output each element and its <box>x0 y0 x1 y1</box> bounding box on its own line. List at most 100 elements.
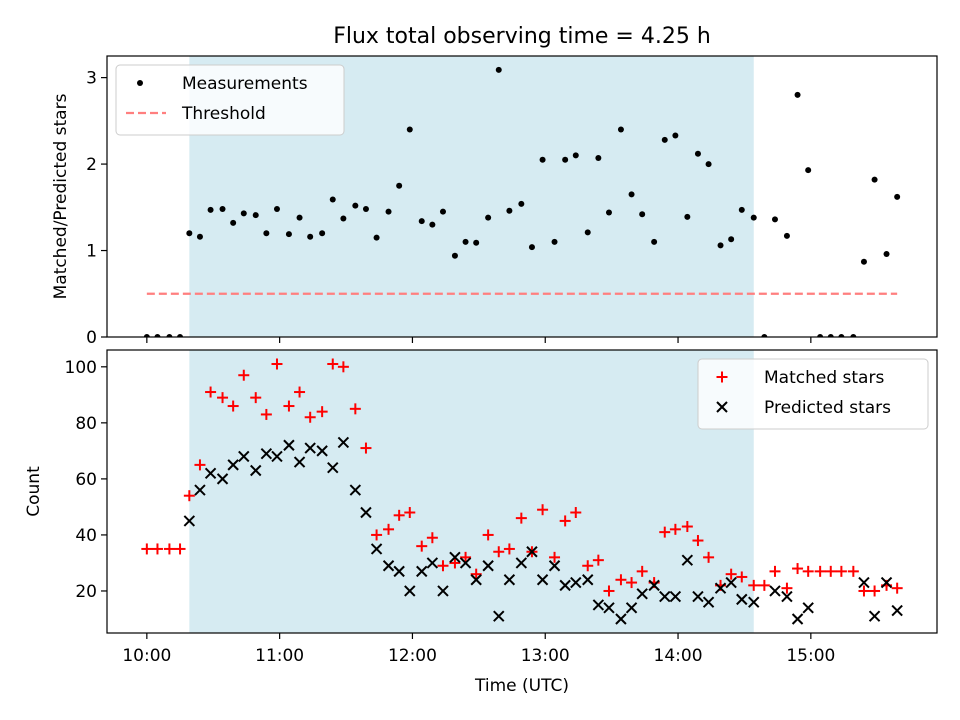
ratio-axes-frame <box>106 55 938 338</box>
measurement-point <box>761 334 768 337</box>
x-tick-label: 13:00 <box>521 646 570 666</box>
count-plot-area <box>141 358 903 625</box>
matched-star-point <box>503 543 515 555</box>
matched-star-point <box>238 369 250 381</box>
measurement-point <box>329 196 336 203</box>
predicted-star-point <box>769 585 781 597</box>
predicted-star-point <box>603 602 615 614</box>
matched-star-point <box>470 568 482 580</box>
matched-star-point <box>681 521 693 533</box>
matched-star-point <box>337 361 349 373</box>
measurement-point <box>562 156 569 163</box>
y-tick-label: 60 <box>75 470 97 490</box>
predicted-star-point <box>725 576 737 589</box>
measurement-point <box>595 155 602 162</box>
measurement-point <box>296 214 303 221</box>
matched-star-point <box>250 392 262 404</box>
measurement-point <box>406 126 413 133</box>
matched-star-point <box>769 565 781 577</box>
matched-star-point <box>537 504 549 516</box>
y-tick-label: 0 <box>86 328 97 348</box>
matched-star-point <box>174 543 186 555</box>
matched-star-point <box>493 546 505 558</box>
matched-star-point <box>482 529 494 541</box>
ratio-panel: 0 1 2 3 Matched/Predicted stars Measurements T… <box>51 55 938 348</box>
measurement-point <box>362 206 369 213</box>
matched-star-point <box>327 358 339 370</box>
predicted-star-point <box>283 439 295 451</box>
measurement-point <box>263 230 270 237</box>
measurement-point <box>817 334 824 337</box>
measurement-point <box>705 161 712 168</box>
legend-x-marker <box>716 401 728 413</box>
legend-dot-marker <box>137 80 143 86</box>
measurement-point <box>396 182 403 189</box>
predicted-star-point <box>503 574 516 586</box>
measurement-point <box>672 132 679 139</box>
measurement-point <box>340 215 347 222</box>
measurement-point <box>617 126 624 133</box>
measurement-point <box>827 334 834 337</box>
observing-window-shade <box>189 350 754 633</box>
measurement-point <box>230 219 237 226</box>
matched-star-point <box>603 585 615 597</box>
y-tick-label: 80 <box>75 414 97 434</box>
predicted-star-point <box>337 436 350 449</box>
matched-star-point <box>141 543 153 555</box>
predicted-star-point <box>393 565 405 578</box>
measurement-point <box>871 176 878 183</box>
predicted-star-point <box>404 585 416 597</box>
predicted-star-point <box>659 590 671 603</box>
predicted-star-point <box>702 596 715 608</box>
measurement-point <box>750 214 757 221</box>
measurement-point <box>485 214 492 221</box>
matched-star-point <box>460 551 472 563</box>
measurement-point <box>186 230 193 237</box>
predicted-star-point <box>536 574 549 586</box>
matched-star-point <box>515 512 527 524</box>
measurement-point <box>783 232 790 239</box>
measurement-point <box>684 213 691 220</box>
matched-star-point <box>748 579 760 591</box>
predicted-star-point <box>449 551 461 564</box>
matched-star-point <box>151 543 163 555</box>
legend-label: Predicted stars <box>764 398 891 418</box>
matched-star-point <box>858 585 870 597</box>
measurement-point <box>240 210 247 217</box>
matched-star-point <box>360 442 372 454</box>
matched-star-point <box>304 411 316 423</box>
matched-star-point <box>825 565 837 577</box>
y-tick-label: 2 <box>86 155 97 175</box>
predicted-star-point <box>748 596 760 608</box>
matched-star-point <box>891 582 903 594</box>
measurement-point <box>143 334 150 337</box>
matched-star-point <box>781 582 793 594</box>
predicted-star-point <box>493 610 505 622</box>
measurement-point <box>661 136 668 143</box>
measurement-point <box>307 233 314 240</box>
matched-star-point <box>792 563 804 575</box>
predicted-star-point <box>615 613 627 625</box>
matched-star-point <box>371 529 383 541</box>
predicted-star-point <box>526 546 538 558</box>
matched-star-point <box>283 400 295 412</box>
matched-star-point <box>814 565 826 577</box>
predicted-star-point <box>216 473 229 485</box>
matched-star-point <box>416 540 428 552</box>
predicted-star-point <box>736 593 748 606</box>
measurement-point <box>352 202 359 209</box>
measurement-point <box>252 212 259 219</box>
matched-star-point <box>869 585 881 597</box>
matched-star-point <box>636 565 648 577</box>
measurement-point <box>551 238 558 245</box>
x-tick-label: 11:00 <box>255 646 304 666</box>
measurement-point <box>495 66 502 73</box>
x-tick-label: 14:00 <box>654 646 703 666</box>
measurement-point <box>166 334 173 337</box>
measurement-point <box>273 206 280 213</box>
measurement-point <box>860 258 867 265</box>
matched-star-point <box>703 551 715 563</box>
matched-star-point <box>426 532 438 544</box>
matched-star-point <box>669 523 681 535</box>
predicted-star-point <box>802 602 814 614</box>
